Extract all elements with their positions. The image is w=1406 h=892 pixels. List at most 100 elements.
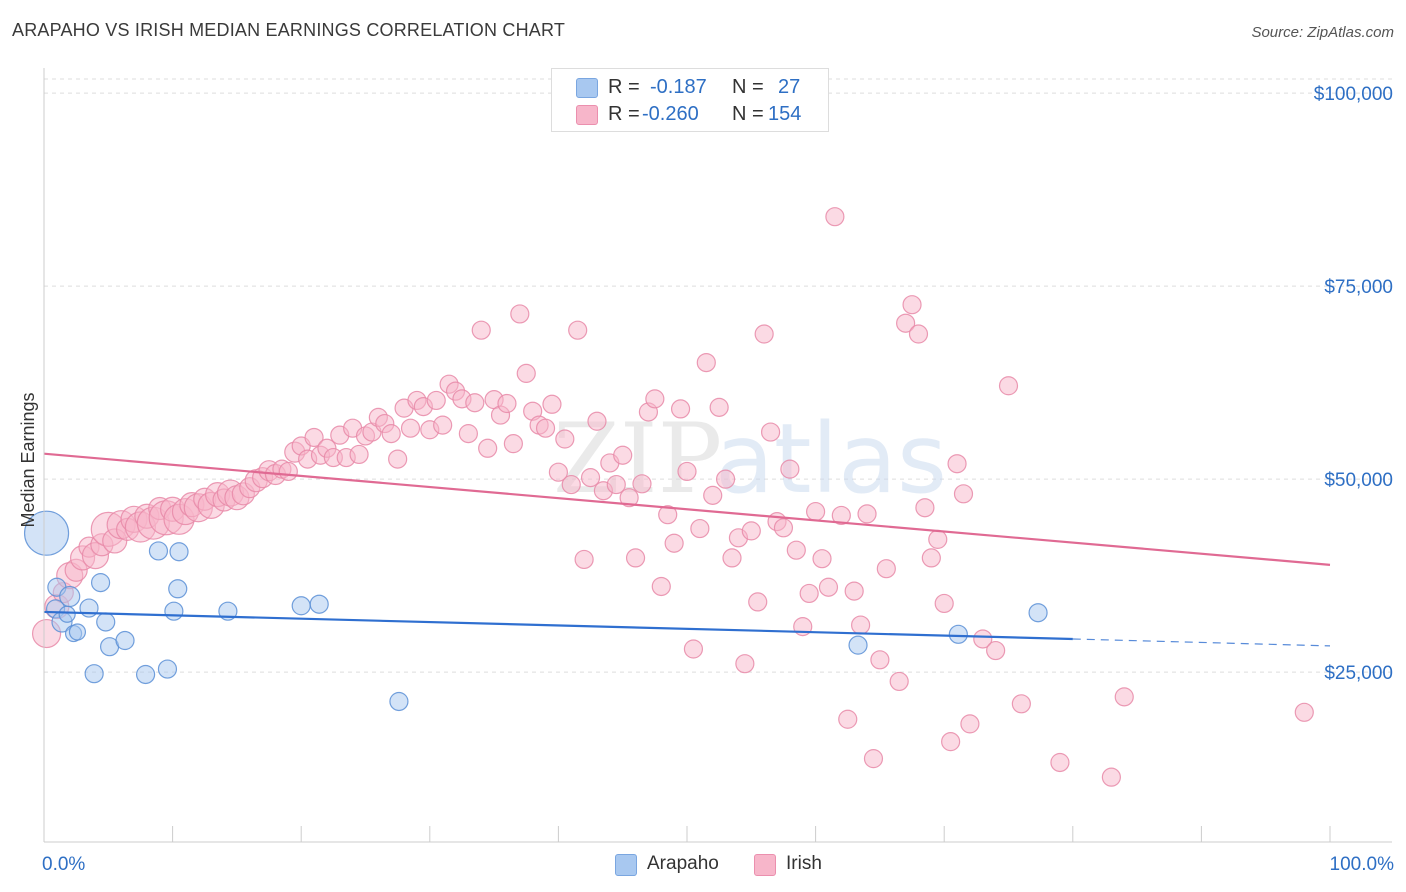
legend-swatch-irish bbox=[576, 105, 598, 125]
irish-point bbox=[741, 521, 761, 541]
irish-point bbox=[426, 390, 446, 411]
irish-point bbox=[497, 393, 517, 414]
irish-point bbox=[478, 438, 498, 458]
irish-point bbox=[613, 445, 633, 465]
legend-n-label: N = bbox=[732, 76, 764, 98]
irish-point bbox=[580, 468, 601, 488]
irish-point bbox=[690, 518, 710, 539]
irish-point bbox=[799, 583, 819, 604]
irish-point bbox=[915, 498, 935, 518]
irish-point bbox=[722, 548, 742, 568]
irish-point bbox=[587, 411, 607, 431]
irish-point bbox=[851, 615, 871, 635]
irish-point bbox=[548, 462, 569, 482]
irish-point bbox=[651, 576, 671, 597]
irish-point bbox=[947, 454, 967, 474]
arapaho-point bbox=[96, 612, 116, 632]
irish-point bbox=[941, 732, 961, 752]
legend-row-irish: R = -0.260 N = 154 bbox=[552, 101, 828, 129]
arapaho-point bbox=[1028, 603, 1048, 623]
irish-point bbox=[986, 640, 1006, 661]
irish-point bbox=[748, 592, 768, 612]
irish-point bbox=[754, 324, 774, 344]
grid bbox=[44, 78, 1392, 673]
axes bbox=[43, 68, 1392, 843]
irish-point bbox=[889, 671, 909, 692]
trend-lines bbox=[43, 452, 1331, 647]
legend-r-label: R = bbox=[608, 103, 640, 125]
irish-point bbox=[928, 529, 948, 549]
arapaho-point bbox=[309, 594, 329, 614]
irish-point bbox=[715, 469, 736, 489]
irish-point bbox=[1114, 687, 1134, 707]
y-tick-label: $50,000 bbox=[1324, 470, 1393, 491]
irish-point bbox=[381, 424, 401, 444]
irish-point bbox=[876, 559, 896, 579]
arapaho-point bbox=[848, 635, 868, 655]
arapaho-point bbox=[68, 623, 87, 641]
arapaho-label: Arapaho bbox=[647, 853, 719, 874]
irish-point bbox=[870, 650, 890, 670]
irish-point bbox=[683, 639, 704, 659]
irish-point bbox=[516, 363, 536, 383]
irish-point bbox=[555, 429, 575, 449]
irish-point bbox=[908, 324, 929, 344]
arapaho-trend-line bbox=[43, 610, 1073, 641]
irish-point bbox=[825, 207, 845, 227]
legend-swatch-arapaho bbox=[576, 78, 598, 98]
irish-point bbox=[510, 304, 530, 324]
irish-point bbox=[973, 629, 993, 649]
irish-label: Irish bbox=[786, 853, 822, 874]
irish-point bbox=[696, 352, 716, 373]
bottom-legend-arapaho: Arapaho bbox=[615, 852, 725, 878]
legend-r-value: -0.260 bbox=[642, 103, 699, 125]
irish-point bbox=[844, 581, 864, 601]
arapaho-points bbox=[23, 510, 1048, 712]
arapaho-point bbox=[115, 630, 135, 651]
irish-point bbox=[561, 474, 581, 495]
irish-point bbox=[1050, 752, 1070, 773]
irish-point bbox=[857, 504, 877, 524]
y-tick-label: $75,000 bbox=[1324, 277, 1393, 298]
x-tick-label-min: 0.0% bbox=[42, 854, 85, 875]
arapaho-point bbox=[168, 579, 188, 599]
legend-n-value: 27 bbox=[778, 76, 801, 98]
irish-point bbox=[458, 424, 478, 444]
arapaho-point bbox=[58, 605, 76, 623]
irish-points bbox=[31, 207, 1314, 787]
irish-point bbox=[735, 654, 755, 674]
legend-row-arapaho: R = -0.187 N = 27 bbox=[552, 74, 828, 102]
irish-point bbox=[1294, 702, 1314, 722]
arapaho-point bbox=[157, 659, 178, 679]
irish-point bbox=[471, 320, 491, 340]
source-label: Source: ZipAtlas.com bbox=[1251, 24, 1394, 41]
irish-point bbox=[838, 709, 858, 729]
irish-point bbox=[902, 295, 922, 315]
y-tick-label: $25,000 bbox=[1324, 663, 1393, 684]
legend-r-label: R = bbox=[608, 76, 640, 98]
legend-n-label: N = bbox=[732, 103, 764, 125]
arapaho-point bbox=[164, 601, 184, 621]
irish-point bbox=[645, 389, 665, 409]
irish-point bbox=[677, 461, 697, 482]
correlation-legend: R = -0.187 N = 27 R = -0.260 N = 154 bbox=[551, 68, 829, 132]
irish-point bbox=[921, 548, 941, 568]
irish-point bbox=[805, 501, 826, 522]
chart-title: ARAPAHO VS IRISH MEDIAN EARNINGS CORRELA… bbox=[12, 20, 566, 40]
irish-point bbox=[658, 505, 678, 525]
arapaho-point bbox=[90, 573, 111, 593]
irish-point bbox=[896, 313, 916, 333]
irish-point bbox=[786, 540, 806, 560]
irish-point bbox=[606, 474, 626, 495]
irish-point bbox=[574, 549, 594, 570]
irish-point bbox=[349, 444, 369, 465]
irish-point bbox=[388, 449, 408, 469]
irish-point bbox=[773, 518, 794, 538]
irish-point bbox=[812, 549, 832, 569]
arapaho-point bbox=[135, 664, 156, 685]
watermark-atlas: atlas bbox=[715, 403, 947, 515]
irish-point bbox=[503, 434, 523, 454]
irish-point bbox=[703, 485, 723, 505]
irish-point bbox=[304, 427, 324, 448]
irish-point bbox=[433, 415, 453, 435]
